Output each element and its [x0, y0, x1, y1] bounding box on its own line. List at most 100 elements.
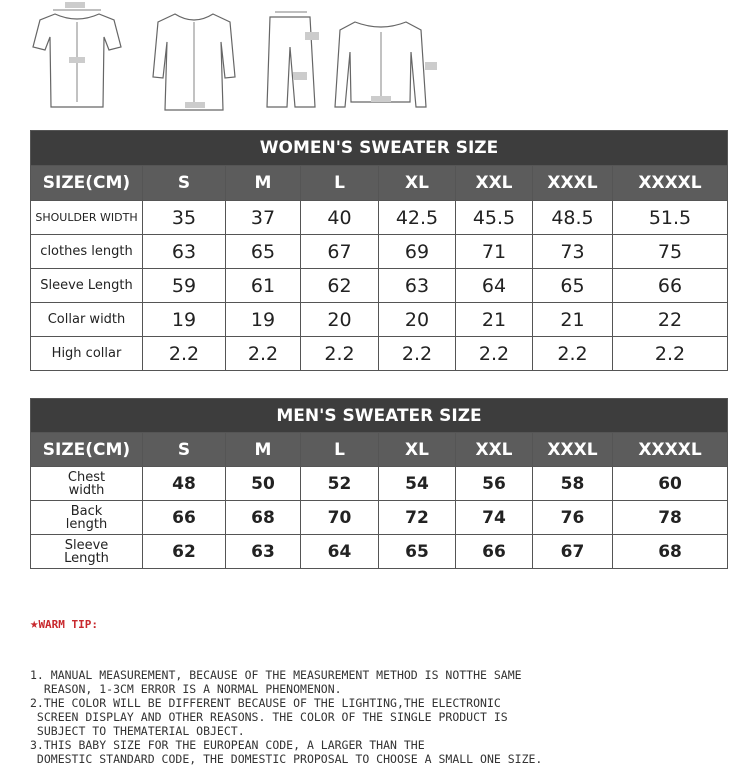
- tip-line: 3.THIS BABY SIZE FOR THE EUROPEAN CODE, …: [30, 738, 425, 752]
- blouse-diagram: [152, 13, 236, 111]
- shirt-diagram: [334, 21, 437, 108]
- tshirt-diagram: [32, 2, 122, 108]
- cell-value: 61: [225, 268, 301, 303]
- cell-value: 74: [455, 500, 533, 535]
- cell-value: 67: [532, 534, 613, 569]
- cell-value: 54: [378, 466, 456, 501]
- cell-value: 60: [611, 466, 729, 501]
- size-col: XL: [378, 432, 456, 467]
- cell-value: 63: [225, 534, 301, 569]
- cell-value: 78: [611, 500, 729, 535]
- table-title: WOMEN'S SWEATER SIZE: [30, 130, 728, 166]
- tips-title: WARM TIP:: [38, 618, 99, 631]
- table-row: SHOULDER WIDTH 35 37 40 42.5 45.5 48.5 51.5: [30, 200, 728, 235]
- cell-value: 62: [300, 268, 379, 303]
- cell-value: 42.5: [378, 200, 456, 235]
- size-col: XXL: [455, 165, 533, 201]
- cell-value: 62: [142, 534, 226, 569]
- size-col: M: [225, 432, 301, 467]
- cell-value: 37: [225, 200, 301, 235]
- size-col: XXXXL: [612, 165, 728, 201]
- garment-measurement-diagrams: [32, 2, 437, 111]
- cell-value: 58: [532, 466, 613, 501]
- row-label: Sleeve Length: [30, 534, 143, 569]
- cell-value: 68: [611, 534, 729, 569]
- cell-value: 72: [378, 500, 456, 535]
- table-row: Sleeve Length 62 63 64 65 66 67 68: [30, 534, 729, 569]
- table-row: Collar width 19 19 20 20 21 21 22: [30, 302, 728, 337]
- cell-value: 2.2: [142, 336, 226, 371]
- mens-size-table: MEN'S SWEATER SIZE SIZE(CM) S M L XL XXL XXXL…: [29, 398, 729, 569]
- cell-value: 66: [455, 534, 533, 569]
- size-label: SIZE(CM): [30, 165, 143, 201]
- size-label: SIZE(CM): [30, 432, 143, 467]
- size-col: L: [300, 165, 379, 201]
- cell-value: 50: [225, 466, 301, 501]
- row-label: Back length: [30, 500, 143, 535]
- cell-value: 21: [532, 302, 613, 337]
- tip-line: 2.THE COLOR WILL BE DIFFERENT BECAUSE OF…: [30, 696, 501, 710]
- size-col: L: [300, 432, 379, 467]
- cell-value: 20: [378, 302, 456, 337]
- row-label: clothes length: [30, 234, 143, 269]
- row-label: SHOULDER WIDTH: [30, 200, 143, 235]
- cell-value: 52: [300, 466, 379, 501]
- cell-value: 65: [532, 268, 613, 303]
- size-col: M: [225, 165, 301, 201]
- star-icon: ★: [30, 616, 39, 632]
- size-col: S: [142, 432, 226, 467]
- row-label: High collar: [30, 336, 143, 371]
- cell-value: 75: [612, 234, 728, 269]
- cell-value: 76: [532, 500, 613, 535]
- table-row: High collar 2.2 2.2 2.2 2.2 2.2 2.2 2.2: [30, 336, 728, 371]
- cell-value: 2.2: [225, 336, 301, 371]
- cell-value: 63: [142, 234, 226, 269]
- cell-value: 20: [300, 302, 379, 337]
- cell-value: 56: [455, 466, 533, 501]
- cell-value: 71: [455, 234, 533, 269]
- cell-value: 51.5: [612, 200, 728, 235]
- cell-value: 63: [378, 268, 456, 303]
- size-col: XXXXL: [611, 432, 729, 467]
- cell-value: 2.2: [378, 336, 456, 371]
- size-header-row: SIZE(CM) S M L XL XXL XXXL XXXXL: [30, 432, 729, 467]
- cell-value: 19: [142, 302, 226, 337]
- cell-value: 65: [225, 234, 301, 269]
- cell-value: 66: [612, 268, 728, 303]
- cell-value: 48.5: [532, 200, 613, 235]
- cell-value: 64: [300, 534, 379, 569]
- cell-value: 68: [225, 500, 301, 535]
- cell-value: 2.2: [455, 336, 533, 371]
- cell-value: 21: [455, 302, 533, 337]
- cell-value: 19: [225, 302, 301, 337]
- size-col: XXXL: [532, 165, 613, 201]
- cell-value: 48: [142, 466, 226, 501]
- tip-line: 1. MANUAL MEASUREMENT, BECAUSE OF THE ME…: [30, 668, 522, 682]
- row-label: Chest width: [30, 466, 143, 501]
- size-col: XL: [378, 165, 456, 201]
- womens-size-table: WOMEN'S SWEATER SIZE SIZE(CM) S M L XL XXL XX…: [30, 130, 728, 371]
- table-row: Chest width 48 50 52 54 56 58 60: [30, 466, 729, 501]
- pants-diagram: [266, 11, 319, 108]
- size-col: S: [142, 165, 226, 201]
- cell-value: 73: [532, 234, 613, 269]
- cell-value: 67: [300, 234, 379, 269]
- table-row: clothes length 63 65 67 69 71 73 75: [30, 234, 728, 269]
- cell-value: 70: [300, 500, 379, 535]
- cell-value: 35: [142, 200, 226, 235]
- cell-value: 59: [142, 268, 226, 303]
- cell-value: 2.2: [612, 336, 728, 371]
- size-header-row: SIZE(CM) S M L XL XXL XXXL XXXXL: [30, 165, 728, 201]
- tip-line: SUBJECT TO THEMATERIAL OBJECT.: [30, 724, 245, 738]
- table-row: Sleeve Length 59 61 62 63 64 65 66: [30, 268, 728, 303]
- row-label: Sleeve Length: [30, 268, 143, 303]
- cell-value: 2.2: [532, 336, 613, 371]
- cell-value: 2.2: [300, 336, 379, 371]
- cell-value: 65: [378, 534, 456, 569]
- cell-value: 22: [612, 302, 728, 337]
- row-label: Collar width: [30, 302, 143, 337]
- cell-value: 64: [455, 268, 533, 303]
- table-row: Back length 66 68 70 72 74 76 78: [30, 500, 729, 535]
- tip-line: REASON, 1-3CM ERROR IS A NORMAL PHENOMEN…: [30, 682, 342, 696]
- size-col: XXL: [455, 432, 533, 467]
